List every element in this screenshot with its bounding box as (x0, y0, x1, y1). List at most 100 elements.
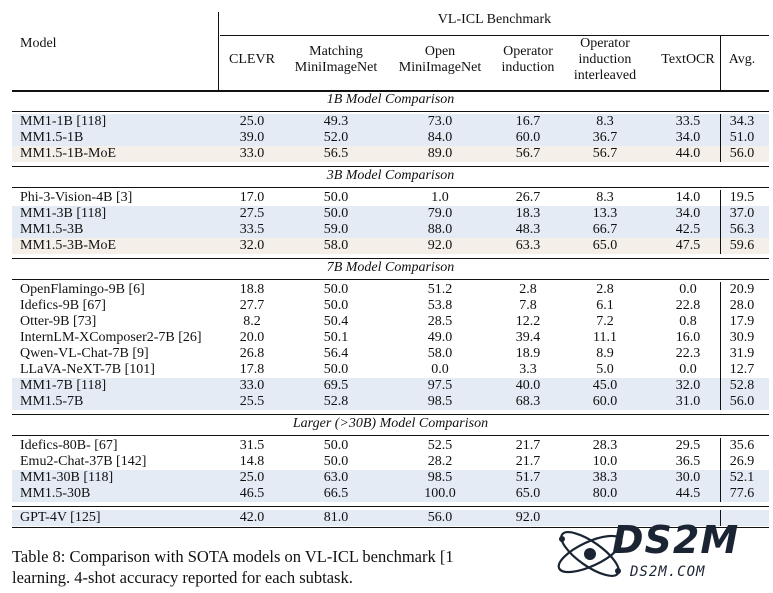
value-cell: 52.8 (729, 378, 755, 393)
value-cell: 13.3 (592, 206, 618, 221)
value-cell: 58.0 (427, 346, 453, 361)
value-cell: 32.0 (675, 378, 701, 393)
value-cell: 11.1 (593, 330, 617, 345)
value-cell: 63.3 (515, 238, 541, 253)
value-cell: 51.7 (515, 470, 541, 485)
table-row: MM1.5-1B-MoE 33.0 56.5 89.0 56.7 56.7 44.0 56.0 (12, 146, 769, 162)
table-caption: Table 8: Comparison with SOTA models on … (12, 546, 572, 588)
column-header-line: Operator (580, 36, 630, 51)
table-row: MM1.5-1B 39.0 52.0 84.0 60.0 36.7 34.0 51.0 (12, 130, 769, 146)
avg-separator (720, 282, 721, 298)
value-cell: 3.3 (519, 362, 537, 377)
table-row: OpenFlamingo-9B [6] 18.8 50.0 51.2 2.8 2.8 0.0… (12, 282, 769, 298)
value-cell: 6.1 (596, 298, 614, 313)
avg-separator (720, 114, 721, 130)
value-cell: 7.2 (596, 314, 614, 329)
value-cell: 21.7 (515, 438, 541, 453)
model-name-cell: MM1-30B [118] (20, 470, 114, 485)
value-cell: 45.0 (592, 378, 618, 393)
section-rule (12, 111, 769, 112)
value-cell: 77.6 (729, 486, 755, 501)
value-cell: 30.0 (675, 470, 701, 485)
model-name-cell: OpenFlamingo-9B [6] (20, 282, 145, 297)
table-row: Phi-3-Vision-4B [3] 17.0 50.0 1.0 26.7 8.3 14.… (12, 190, 769, 206)
table-row: MM1-7B [118] 33.0 69.5 97.5 40.0 45.0 32.0 52.8 (12, 378, 769, 394)
value-cell: 52.5 (427, 438, 453, 453)
table-row: LLaVA-NeXT-7B [101] 17.8 50.0 0.0 3.3 5.0 0.0 1… (12, 362, 769, 378)
value-cell: 22.3 (675, 346, 701, 361)
value-cell: 50.4 (323, 314, 349, 329)
column-header-line: induction (501, 60, 555, 75)
value-cell: 33.5 (239, 222, 265, 237)
value-cell: 17.0 (239, 190, 265, 205)
value-cell: 32.0 (239, 238, 265, 253)
column-header: Operator induction (493, 44, 563, 76)
value-cell: 16.7 (515, 114, 541, 129)
avg-separator (720, 190, 721, 206)
value-cell: 66.7 (592, 222, 618, 237)
value-cell: 28.3 (592, 438, 618, 453)
value-cell: 14.0 (675, 190, 701, 205)
value-cell: 18.3 (515, 206, 541, 221)
table-row: Qwen-VL-Chat-7B [9] 26.8 56.4 58.0 18.9 8.9 22… (12, 346, 769, 362)
column-header-line: Open (424, 44, 456, 59)
model-name-cell: MM1-3B [118] (20, 206, 107, 221)
section-title: Larger (>30B) Model Comparison (292, 416, 489, 431)
value-cell: 0.0 (679, 282, 697, 297)
section-rule (12, 527, 769, 528)
value-cell: 35.6 (729, 438, 755, 453)
value-cell: 48.3 (515, 222, 541, 237)
value-cell: 92.0 (427, 238, 453, 253)
value-cell: 17.9 (729, 314, 755, 329)
value-cell: 50.1 (323, 330, 349, 345)
value-cell: 52.8 (323, 394, 349, 409)
value-cell: 56.4 (323, 346, 349, 361)
value-cell: 50.0 (323, 362, 349, 377)
value-cell: 56.0 (427, 510, 453, 525)
section-rule (12, 506, 769, 507)
section-rule (12, 414, 769, 415)
ds2m-logo (557, 531, 623, 577)
header-avg-rule (720, 36, 721, 90)
value-cell: 47.5 (675, 238, 701, 253)
value-cell: 38.3 (592, 470, 618, 485)
value-cell: 42.0 (239, 510, 265, 525)
avg-separator (720, 438, 721, 454)
value-cell: 5.0 (596, 362, 614, 377)
column-header: TextOCR (653, 52, 723, 68)
model-name-cell: LLaVA-NeXT-7B [101] (20, 362, 155, 377)
value-cell: 33.5 (675, 114, 701, 129)
value-cell: 98.5 (427, 394, 453, 409)
column-header: Matching MiniImageNet (286, 44, 386, 76)
value-cell: 66.5 (323, 486, 349, 501)
section-rule (12, 166, 769, 167)
model-name-cell: MM1.5-1B (20, 130, 84, 145)
value-cell: 1.0 (431, 190, 449, 205)
table-row: MM1.5-3B 33.5 59.0 88.0 48.3 66.7 42.5 56.3 (12, 222, 769, 238)
value-cell: 56.5 (323, 146, 349, 161)
model-name-cell: Emu2-Chat-37B [142] (20, 454, 147, 469)
value-cell: 20.0 (239, 330, 265, 345)
value-cell: 33.0 (239, 146, 265, 161)
avg-separator (720, 394, 721, 410)
avg-separator (720, 486, 721, 502)
value-cell: 80.0 (592, 486, 618, 501)
column-header-line: Matching (309, 44, 363, 59)
value-cell: 30.9 (729, 330, 755, 345)
avg-separator (720, 222, 721, 238)
caption-line-1: Table 8: Comparison with SOTA models on … (12, 547, 454, 566)
avg-separator (720, 346, 721, 362)
avg-separator (720, 330, 721, 346)
value-cell: 0.0 (431, 362, 449, 377)
value-cell: 53.8 (427, 298, 453, 313)
value-cell: 37.0 (729, 206, 755, 221)
value-cell: 88.0 (427, 222, 453, 237)
table-row: MM1.5-7B 25.5 52.8 98.5 68.3 60.0 31.0 56.0 (12, 394, 769, 410)
model-name-cell: InternLM-XComposer2-7B [26] (20, 330, 202, 345)
model-name-cell: Idefics-9B [67] (20, 298, 106, 313)
avg-separator (720, 146, 721, 162)
value-cell: 18.8 (239, 282, 265, 297)
value-cell: 46.5 (239, 486, 265, 501)
value-cell: 7.8 (519, 298, 537, 313)
avg-separator (720, 362, 721, 378)
